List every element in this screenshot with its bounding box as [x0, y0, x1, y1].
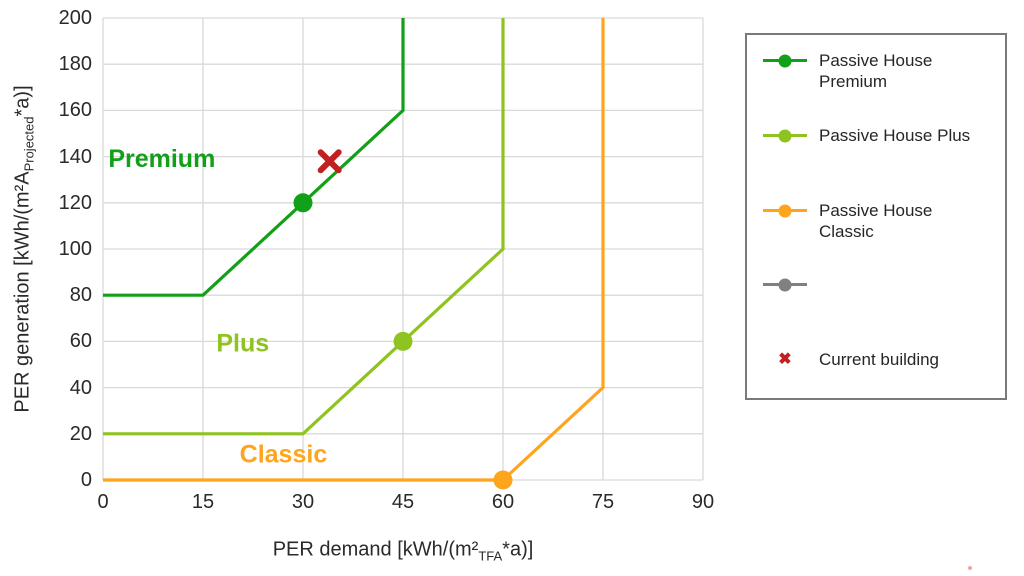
legend-item-current-building: ✖ Current building: [763, 349, 939, 370]
y-axis-title-subscript: Projected: [21, 116, 37, 172]
legend-x-marker-icon: ✖: [778, 351, 792, 368]
legend-label: Passive House Classic: [819, 201, 933, 241]
legend-line-dot-icon: [763, 204, 807, 217]
legend-dot-icon: [778, 54, 792, 67]
legend-line-dot-icon: [763, 54, 807, 67]
series-line-passive-house-classic: [103, 18, 605, 482]
region-label-plus: Plus: [216, 330, 269, 358]
legend-dot-icon: [778, 129, 792, 142]
y-tick-label-160: 160: [58, 99, 92, 122]
y-tick-label-120: 120: [58, 191, 92, 214]
y-tick-label-140: 140: [58, 145, 92, 168]
region-label-premium: Premium: [108, 145, 215, 173]
plot-area: Premium Plus Classic: [102, 17, 704, 490]
x-axis-title: PER demand [kWh/(m²TFA*a)]: [273, 539, 534, 564]
image-artifact-dot: [968, 566, 972, 570]
x-tick-label-60: 60: [491, 491, 515, 513]
legend-item-passive-house-premium: Passive House Premium: [763, 50, 991, 92]
x-tick-label-0: 0: [97, 491, 109, 513]
legend-label: Current building: [819, 350, 940, 369]
legend: Passive House Premium Passive House Plus P…: [745, 33, 1007, 400]
y-tick-label-200: 200: [58, 7, 92, 29]
x-tick-label-75: 75: [591, 491, 615, 513]
x-tick-label-30: 30: [291, 491, 315, 513]
current-building-marker: [317, 149, 342, 174]
y-tick-label-80: 80: [69, 284, 92, 307]
legend-dot-icon: [778, 278, 792, 291]
legend-item-passive-house-classic: Passive House Classic: [763, 200, 991, 242]
x-axis-title-subscript: TFA: [478, 548, 503, 564]
legend-line-dot-icon: [763, 129, 807, 142]
legend-item-passive-house-plus: Passive House Plus: [763, 125, 970, 146]
legend-item-empty: [763, 274, 819, 291]
region-label-classic: Classic: [240, 441, 328, 469]
x-axis-title-text: PER demand [kWh/(m²: [272, 538, 479, 561]
series-marker-passive-house-classic: [493, 470, 513, 490]
y-axis-title-unit-close: *a)]: [11, 85, 34, 117]
y-tick-label-60: 60: [69, 330, 92, 353]
y-tick-label-100: 100: [58, 238, 92, 260]
x-tick-label-45: 45: [391, 491, 415, 513]
y-tick-label-20: 20: [69, 422, 92, 445]
y-tick-label-40: 40: [69, 376, 92, 399]
x-tick-label-15: 15: [191, 491, 215, 513]
series-marker-passive-house-plus: [393, 331, 413, 351]
x-tick-label-90: 90: [691, 491, 715, 513]
y-axis-title-text: PER generation [kWh/(m²A: [11, 171, 34, 413]
x-axis-title-unit-close: *a)]: [502, 538, 534, 561]
plot-canvas: Premium Plus Classic: [102, 17, 704, 490]
y-tick-label-0: 0: [80, 469, 92, 491]
legend-label: Passive House Premium: [819, 51, 933, 91]
legend-line-dot-icon: [763, 278, 807, 291]
y-tick-label-180: 180: [58, 53, 92, 76]
legend-dot-icon: [778, 204, 792, 217]
legend-label: Passive House Plus: [819, 126, 971, 145]
series-marker-passive-house-premium: [293, 193, 313, 213]
